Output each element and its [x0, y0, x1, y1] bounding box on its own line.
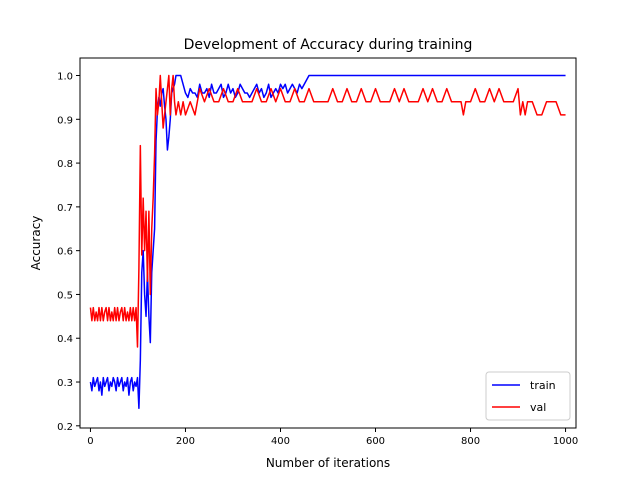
y-tick-label: 0.6	[57, 247, 73, 258]
legend-label-train: train	[530, 379, 556, 392]
y-tick-label: 0.8	[57, 159, 73, 170]
y-tick-label: 0.7	[57, 203, 73, 214]
y-axis-ticks: 0.2 0.3 0.4 0.5 0.6 0.7 0.8 0.9 1.0	[57, 72, 80, 433]
chart-title: Development of Accuracy during training	[184, 37, 473, 53]
x-tick-label: 0	[87, 436, 93, 447]
legend-box	[485, 371, 571, 421]
series-line-train	[89, 74, 566, 410]
series-line-val	[89, 74, 566, 348]
plot-frame	[79, 57, 577, 429]
x-axis-title: Number of iterations	[266, 456, 390, 470]
y-tick-label: 0.5	[57, 290, 73, 301]
y-axis-title: Accuracy	[29, 216, 43, 271]
y-tick-label: 0.3	[57, 378, 73, 389]
legend: train val	[485, 371, 571, 421]
x-tick-label: 400	[271, 436, 290, 447]
x-tick-label: 200	[176, 436, 195, 447]
y-tick-label: 0.2	[57, 422, 73, 433]
y-tick-label: 0.9	[57, 115, 73, 126]
x-tick-label: 800	[461, 436, 480, 447]
y-tick-label: 1.0	[57, 72, 73, 83]
legend-label-val: val	[530, 401, 546, 414]
x-tick-label: 1000	[553, 436, 578, 447]
series-layer	[89, 74, 566, 410]
x-axis-ticks: 0 200 400 600 800 1000	[87, 428, 578, 447]
y-tick-label: 0.4	[57, 334, 73, 345]
x-tick-label: 600	[366, 436, 385, 447]
